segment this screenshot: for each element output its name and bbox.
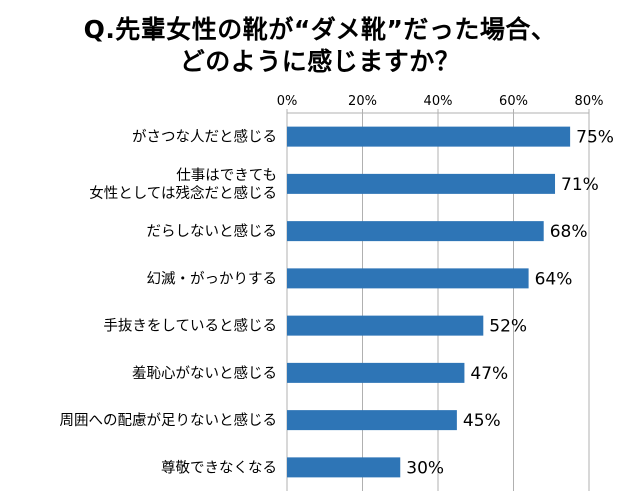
x-tick-label: 80% — [575, 94, 604, 109]
data-label: 47% — [470, 364, 508, 384]
x-tick-label: 20% — [348, 94, 377, 109]
bar — [287, 315, 484, 336]
data-label: 52% — [489, 317, 527, 337]
x-tick-label: 40% — [424, 94, 453, 109]
category-label: 女性としては残念だと感じる — [89, 184, 277, 202]
category-label: 幻滅・がっかりする — [147, 270, 278, 287]
category-label: だらしないと感じる — [147, 223, 278, 240]
data-label: 64% — [535, 269, 573, 289]
x-tick-label: 60% — [499, 94, 528, 109]
data-label: 75% — [576, 128, 614, 148]
bar — [287, 362, 465, 383]
bar — [287, 268, 529, 289]
data-label: 71% — [561, 175, 599, 195]
bar — [287, 221, 544, 242]
bar — [287, 457, 401, 478]
category-label: 周囲への配慮が足りないと感じる — [60, 412, 278, 429]
chart-title-line-2: どのように感じますか？ — [179, 47, 461, 76]
category-label: 尊敬できなくなる — [161, 459, 277, 476]
category-label: 手抜きをしていると感じる — [103, 318, 277, 335]
bar — [287, 173, 556, 194]
x-tick-label: 0% — [277, 94, 298, 109]
data-label: 30% — [406, 458, 444, 478]
category-label: がさつな人だと感じる — [132, 129, 277, 146]
chart-title-line-1: Q.先輩女性の靴が“ダメ靴”だった場合、 — [83, 15, 557, 44]
data-label: 45% — [463, 411, 501, 431]
bar — [287, 410, 457, 431]
bar — [287, 126, 571, 147]
category-label: 羞恥心がないと感じる — [132, 365, 277, 382]
data-label: 68% — [550, 222, 588, 242]
category-label: 仕事はできても — [176, 167, 277, 184]
